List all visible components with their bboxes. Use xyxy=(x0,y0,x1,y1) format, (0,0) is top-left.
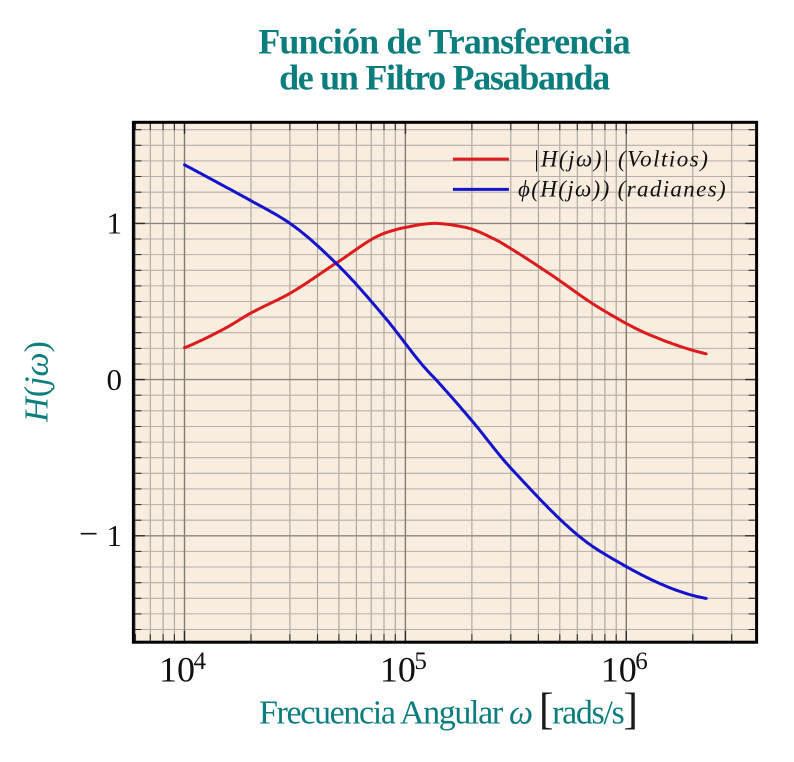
svg-text:ϕ(H(jω)) (radianes): ϕ(H(jω)) (radianes) xyxy=(518,177,727,202)
svg-text:10: 10 xyxy=(159,650,195,690)
svg-text:5: 5 xyxy=(414,648,427,675)
svg-text:Función de Transferencia: Función de Transferencia xyxy=(258,22,630,62)
svg-text:10: 10 xyxy=(601,650,637,690)
svg-text:6: 6 xyxy=(635,648,648,675)
svg-text:4: 4 xyxy=(194,648,207,675)
svg-text:10: 10 xyxy=(380,650,416,690)
svg-text:1: 1 xyxy=(107,205,123,240)
svg-text:Frecuencia Angular ω [rads/s]: Frecuencia Angular ω [rads/s] xyxy=(259,685,637,734)
svg-text:H(jω): H(jω) xyxy=(19,341,56,423)
svg-text:0: 0 xyxy=(107,362,123,397)
svg-text:−: − xyxy=(79,516,98,553)
svg-text:de un Filtro Pasabanda: de un Filtro Pasabanda xyxy=(279,58,610,98)
svg-text:|H(jω)| (Voltios): |H(jω)| (Voltios) xyxy=(533,147,709,172)
svg-text:1: 1 xyxy=(107,518,123,553)
